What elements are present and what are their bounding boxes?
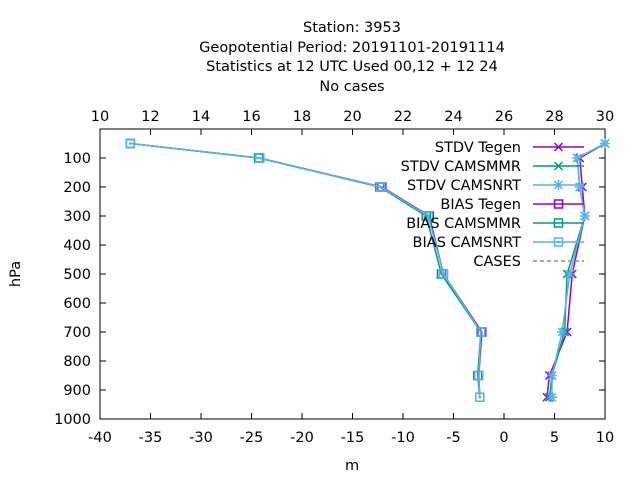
x-bottom-tick-label: 0 (499, 430, 508, 446)
legend-label: BIAS CAMSNRT (413, 235, 522, 251)
y-tick-label: 400 (63, 238, 91, 254)
y-tick-label: 500 (63, 267, 91, 283)
series-point-2 (572, 153, 583, 163)
series-point-5 (438, 269, 449, 279)
x-bottom-tick-label: 10 (596, 430, 614, 446)
series-point-5 (376, 182, 386, 192)
legend-label: STDV Tegen (435, 140, 521, 156)
plot-frame (99, 128, 606, 420)
legend-marker (553, 180, 564, 190)
x-top-tick-label: 28 (545, 109, 563, 125)
legend-label: CASES (473, 254, 521, 270)
x-top-tick-label: 10 (91, 109, 109, 125)
x-bottom-tick-label: -20 (290, 430, 314, 446)
y-tick-label: 200 (63, 180, 91, 196)
x-bottom-tick-label: -25 (240, 430, 264, 446)
series-line-2 (551, 142, 606, 398)
x-top-tick-label: 16 (242, 109, 260, 125)
series-point-2 (546, 370, 557, 381)
y-tick-label: 300 (63, 209, 91, 225)
x-bottom-tick-label: -40 (88, 430, 112, 446)
y-tick-label: 700 (63, 325, 91, 341)
legend-label: BIAS Tegen (440, 197, 521, 213)
legend-marker (553, 161, 564, 171)
x-top-tick-label: 14 (192, 109, 210, 125)
legend: STDV Tegen STDV CAMSMMR STDV CAMSNRT BIAS T… (401, 140, 584, 270)
y-tick-label: 600 (63, 296, 91, 312)
series-point-5 (423, 211, 433, 221)
title-line-2: Geopotential Period: 20191101-20191114 (199, 40, 505, 56)
title-line-3: Statistics at 12 UTC Used 00,12 + 12 24 (206, 59, 498, 75)
legend-marker (553, 218, 564, 228)
x-top-tick-label: 20 (343, 109, 361, 125)
x-top-tick-label: 18 (293, 109, 311, 125)
series-point-5 (125, 138, 136, 149)
series-point-2 (564, 269, 575, 279)
series-line-5 (130, 142, 482, 398)
series-point-2 (579, 211, 590, 221)
x-top-tick-label: 30 (596, 109, 614, 125)
legend-label: STDV CAMSMMR (401, 159, 521, 175)
legend-marker (553, 237, 564, 247)
x-top-tick-label: 26 (495, 109, 513, 125)
x-bottom-tick-label: 5 (550, 430, 559, 446)
series-point-5 (474, 370, 484, 381)
x-bottom-tick-label: -30 (189, 430, 213, 446)
y-tick-label: 800 (63, 354, 91, 370)
x-top-tick-label: 12 (141, 109, 159, 125)
series-line-0 (546, 142, 606, 398)
x-bottom-tick-label: -5 (446, 430, 460, 446)
legend-label: STDV CAMSNRT (407, 178, 521, 194)
series-point-2 (546, 392, 557, 403)
x-bottom-tick-label: -10 (391, 430, 415, 446)
x-top-tick-label: 24 (444, 109, 462, 125)
series-point-5 (476, 327, 486, 337)
axis-ticks: -40 -35 -30 -25 -20 -15 -10 -5 0 5 10 10 12 14 16 18 20 2… (54, 109, 614, 446)
x-axis-label: m (345, 458, 359, 474)
chart-title: Station: 3953 Geopotential Period: 20191… (199, 20, 505, 95)
x-bottom-tick-label: -35 (139, 430, 163, 446)
x-bottom-tick-label: -15 (341, 430, 365, 446)
series-point-5 (254, 153, 265, 163)
title-line-1: Station: 3953 (303, 20, 401, 36)
x-top-tick-label: 22 (394, 109, 412, 125)
y-tick-label: 100 (63, 151, 91, 167)
y-tick-label: 1000 (54, 412, 91, 428)
legend-marker (553, 142, 564, 152)
series-lines (125, 138, 610, 403)
series-point-5 (475, 392, 485, 402)
series-point-2 (557, 327, 568, 337)
series-point-2 (574, 182, 585, 192)
y-axis-label: hPa (8, 261, 24, 287)
legend-marker (553, 199, 564, 209)
series-point-2 (600, 138, 610, 149)
title-line-4: No cases (319, 79, 384, 95)
y-tick-label: 900 (63, 383, 91, 399)
legend-label: BIAS CAMSMMR (406, 216, 521, 232)
